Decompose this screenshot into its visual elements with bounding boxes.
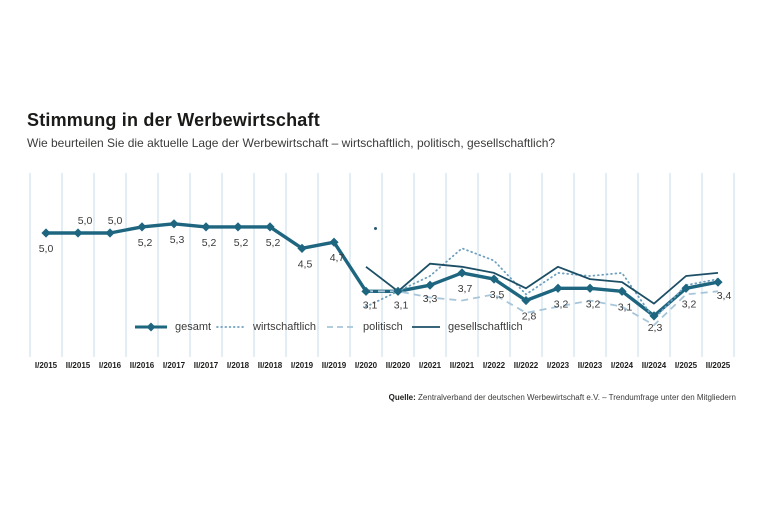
x-axis-label: II/2021 [450, 361, 475, 370]
value-label: 3,5 [490, 289, 505, 301]
value-label: 3,2 [682, 298, 697, 310]
data-point-marker [521, 295, 531, 306]
chart-header: Stimmung in der Werbewirtschaft Wie beur… [27, 110, 737, 150]
legend-label-politisch: politisch [363, 321, 403, 333]
value-label: 5,2 [138, 237, 153, 249]
data-point-marker [681, 283, 691, 293]
x-axis-label: I/2019 [291, 361, 314, 370]
data-point-marker [553, 283, 563, 293]
data-point-marker [137, 222, 147, 232]
chart-legend: gesamt wirtschaftlich politisch gesellsc… [0, 319, 760, 337]
value-label: 3,4 [717, 290, 732, 302]
source-text: Zentralverband der deutschen Werbewirtsc… [418, 393, 736, 402]
data-point-marker [73, 228, 83, 238]
value-label: 4,7 [330, 252, 345, 264]
data-point-marker [361, 286, 371, 296]
x-axis-label: I/2022 [483, 361, 506, 370]
data-point-marker [457, 268, 467, 278]
data-point-marker [489, 274, 499, 284]
data-point-marker [169, 219, 179, 229]
legend-item-gesellschaftlich: gesellschaftlich [411, 319, 523, 335]
data-point-marker [201, 222, 211, 232]
x-axis-label: II/2022 [514, 361, 539, 370]
value-label: 3,2 [554, 298, 569, 310]
x-axis-label: I/2024 [611, 361, 634, 370]
stray-mark [374, 227, 377, 230]
value-label: 2,8 [522, 311, 537, 323]
x-axis-label: I/2015 [35, 361, 58, 370]
value-label: 5,0 [39, 243, 54, 255]
value-label: 3,1 [363, 299, 378, 311]
politisch-dashed-swatch-icon [327, 326, 355, 328]
data-point-marker [425, 280, 435, 290]
series-line-gesellschaftlich [365, 262, 719, 305]
x-axis-label: I/2020 [355, 361, 378, 370]
x-axis-label: I/2023 [547, 361, 570, 370]
x-axis-label: II/2024 [642, 361, 667, 370]
data-point-marker [393, 286, 403, 296]
value-label: 5,2 [234, 237, 249, 249]
legend-item-wirtschaftlich: wirtschaftlich [216, 319, 316, 335]
x-axis-label: II/2015 [66, 361, 91, 370]
x-axis-label: I/2021 [419, 361, 442, 370]
series-line-wirtschaftlich [365, 247, 719, 320]
value-label: 5,3 [170, 234, 185, 246]
source-prefix: Quelle: [388, 393, 416, 402]
x-axis-label: I/2016 [99, 361, 122, 370]
x-axis-label: II/2025 [706, 361, 731, 370]
data-point-marker [329, 237, 339, 247]
data-point-marker [41, 228, 51, 238]
legend-item-politisch: politisch [326, 319, 403, 335]
value-label: 4,5 [298, 258, 313, 270]
chart-subtitle: Wie beurteilen Sie die aktuelle Lage der… [27, 136, 556, 150]
value-label: 3,7 [458, 283, 473, 295]
x-axis-label: II/2017 [194, 361, 219, 370]
data-point-marker [617, 286, 627, 296]
data-point-marker [105, 228, 115, 238]
data-point-marker [713, 277, 723, 287]
gesellschaftlich-line-swatch-icon [412, 326, 440, 328]
value-label: 3,2 [586, 298, 601, 310]
x-axis-label: II/2023 [578, 361, 603, 370]
legend-label-wirtschaftlich: wirtschaftlich [253, 321, 316, 333]
data-point-marker [297, 243, 307, 253]
value-label: 3,1 [394, 299, 409, 311]
source-line: Quelle: Zentralverband der deutschen Wer… [389, 393, 736, 402]
value-label: 3,1 [618, 301, 633, 313]
value-label: 2,3 [648, 322, 663, 334]
x-axis-label: II/2020 [386, 361, 411, 370]
wirtschaftlich-dotted-swatch-icon [216, 326, 246, 328]
x-axis-label: I/2025 [675, 361, 698, 370]
value-label: 5,2 [266, 237, 281, 249]
value-label: 5,0 [108, 215, 123, 227]
legend-item-gesamt: gesamt [134, 319, 211, 335]
series-line-politisch [366, 290, 719, 326]
x-axis-label: II/2019 [322, 361, 347, 370]
x-axis-label: II/2018 [258, 361, 283, 370]
legend-label-gesellschaftlich: gesellschaftlich [448, 321, 523, 333]
page-title: Stimmung in der Werbewirtschaft [27, 110, 320, 130]
x-axis-label: I/2017 [163, 361, 186, 370]
x-axis-label: II/2016 [130, 361, 155, 370]
legend-label-gesamt: gesamt [175, 321, 212, 333]
data-point-marker [585, 283, 595, 293]
value-label: 5,2 [202, 237, 217, 249]
data-point-marker [649, 311, 659, 321]
value-label: 3,3 [423, 293, 438, 305]
gesamt-line-swatch-icon [135, 322, 167, 332]
data-point-marker [265, 222, 275, 232]
data-point-marker [233, 222, 243, 232]
value-label: 5,0 [78, 215, 93, 227]
x-axis-label: I/2018 [227, 361, 250, 370]
